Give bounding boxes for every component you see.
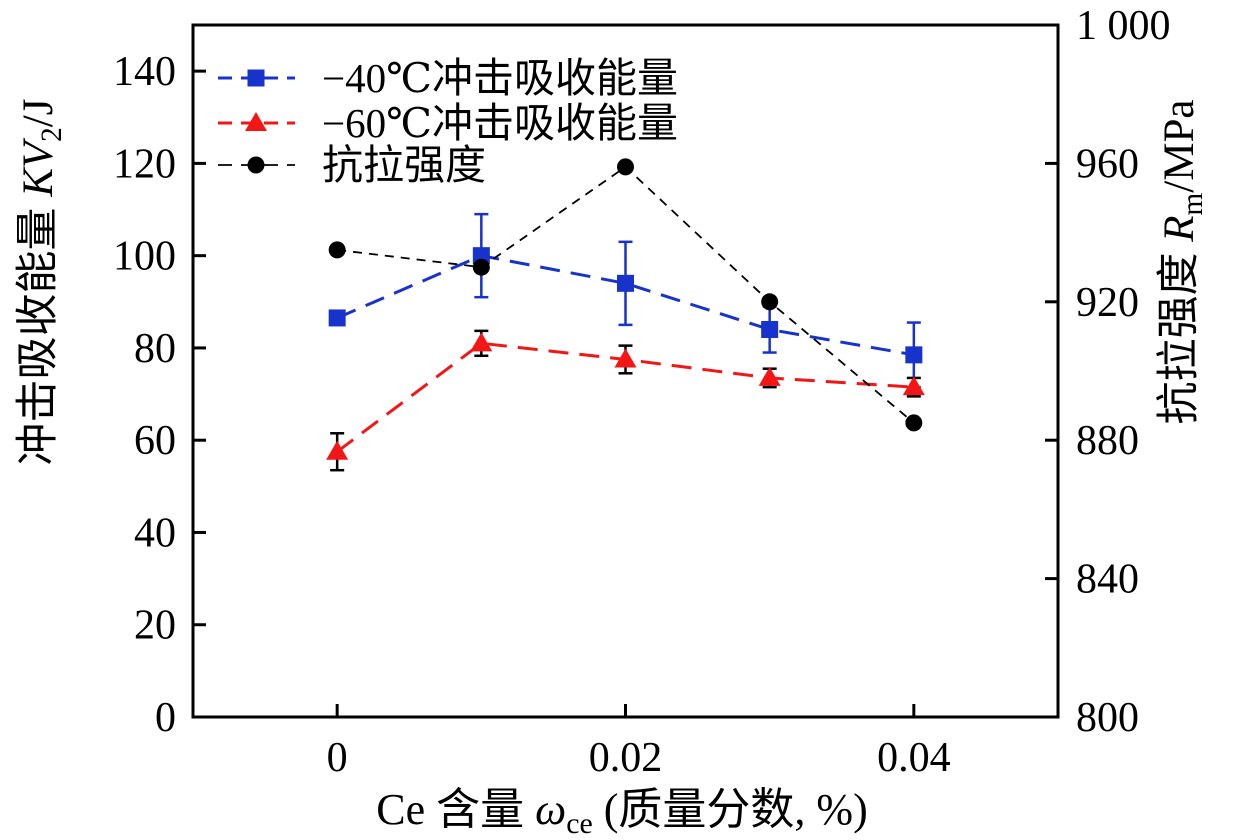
data-point-series0-4: [905, 346, 923, 364]
y-right-tick-label: 960: [1076, 141, 1139, 187]
legend-marker-0: [247, 69, 265, 87]
data-point-series1-4: [902, 376, 925, 396]
y-left-tick-label: 120: [113, 141, 176, 187]
y-left-tick-label: 100: [113, 234, 176, 280]
y-left-tick-label: 0: [155, 695, 176, 741]
x-tick-label: 0.04: [877, 735, 951, 781]
y-left-tick-label: 80: [134, 326, 176, 372]
data-point-series0-2: [617, 274, 634, 292]
y-left-tick-label: 40: [134, 510, 176, 556]
data-point-series0-3: [761, 320, 779, 338]
y-right-tick-label: 840: [1076, 557, 1139, 603]
y-right-tick-label: 800: [1076, 695, 1139, 741]
data-point-series2-1: [472, 258, 490, 276]
x-tick-label: 0.02: [589, 735, 663, 781]
legend-label-2: 抗拉强度: [322, 142, 486, 188]
x-tick-label: 0: [327, 735, 348, 781]
legend-label-0: −40℃冲击吸收能量: [322, 55, 678, 101]
legend-label-1: −60℃冲击吸收能量: [322, 100, 678, 146]
data-point-series0-0: [328, 309, 346, 327]
data-point-series1-2: [614, 348, 637, 368]
legend-marker-1: [245, 112, 267, 131]
y-left-tick-label: 20: [134, 603, 176, 649]
y-left-axis-title: 冲击吸收能量 KV2/J: [15, 98, 68, 465]
data-point-series2-0: [328, 241, 346, 259]
y-left-tick-label: 140: [113, 49, 176, 95]
y-right-tick-label: 1 000: [1076, 3, 1171, 49]
data-point-series1-3: [758, 366, 781, 386]
x-axis-title: Ce 含量 ωce (质量分数, %): [376, 785, 868, 840]
data-point-series1-0: [326, 440, 349, 460]
data-point-series1-1: [470, 332, 493, 352]
legend-marker-2: [247, 156, 265, 174]
y-right-tick-label: 920: [1076, 280, 1139, 326]
y-left-tick-label: 60: [134, 418, 176, 464]
data-point-series2-3: [761, 293, 779, 311]
y-right-axis-title: 抗拉强度 Rm/MPa: [1155, 100, 1209, 425]
y-right-tick-label: 880: [1076, 418, 1139, 464]
series-line-0: [336, 254, 915, 357]
data-point-series2-2: [617, 158, 634, 176]
data-point-series2-4: [905, 414, 923, 432]
